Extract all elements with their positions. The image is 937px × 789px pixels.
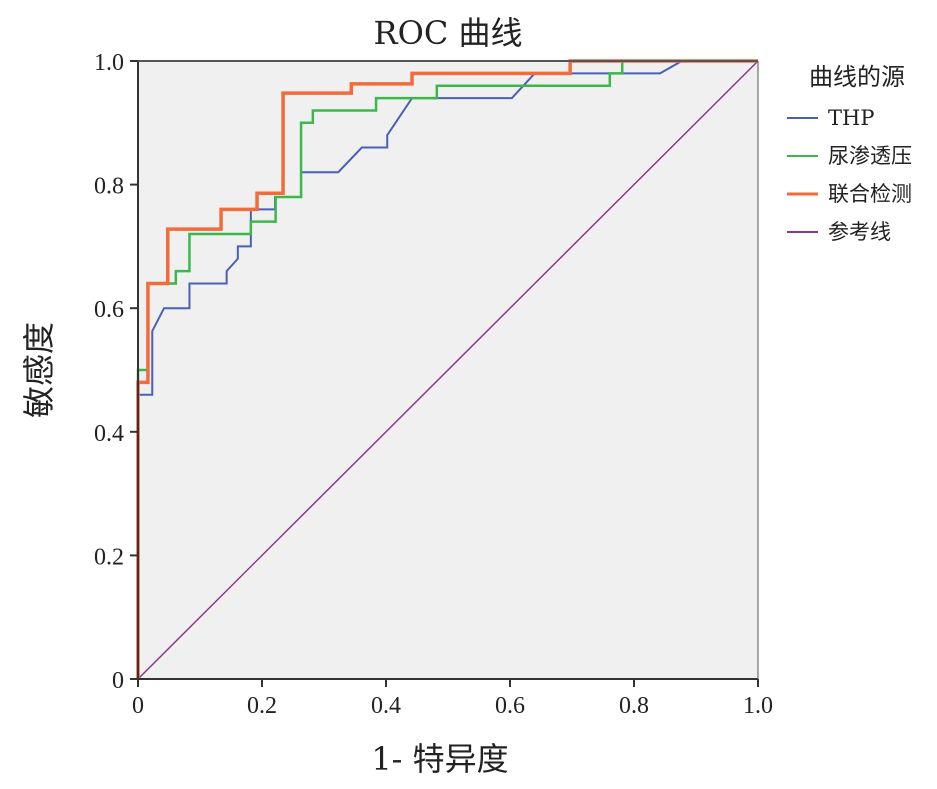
x-tick-label: 0.6 [495, 693, 525, 719]
x-tick-label: 1.0 [743, 693, 773, 719]
y-tick-label: 1.0 [94, 50, 124, 76]
x-tick-label: 0 [132, 693, 144, 719]
legend-label: 参考线 [828, 220, 891, 244]
y-tick-label: 0.8 [94, 174, 124, 200]
series-layer [136, 59, 759, 680]
x-tick-label: 0.8 [619, 693, 649, 719]
x-axis-label: 1- 特异度 [371, 740, 508, 778]
series-line-2 [136, 59, 758, 679]
y-tick-label: 0.6 [94, 297, 124, 323]
chart-title: ROC 曲线 [374, 14, 523, 52]
legend-label: 尿渗透压 [828, 144, 912, 168]
y-axis-label: 敏感度 [20, 322, 58, 418]
series-line-4 [137, 60, 759, 680]
x-tick-label: 0.2 [247, 693, 277, 719]
tick-layer: 0 0.2 0.4 0.6 0.8 1.0 0 0.2 0.4 0.6 0.8 1.0 [94, 50, 773, 719]
y-tick-label: 0 [112, 668, 124, 694]
x-tick-label: 0.4 [371, 693, 401, 719]
legend-label: THP [828, 106, 874, 130]
series-line-3 [136, 59, 758, 679]
legend-title: 曲线的源 [809, 63, 905, 91]
y-tick-label: 0.2 [94, 544, 124, 570]
legend-label: 联合检测 [828, 182, 912, 206]
y-tick-label: 0.4 [94, 421, 124, 447]
